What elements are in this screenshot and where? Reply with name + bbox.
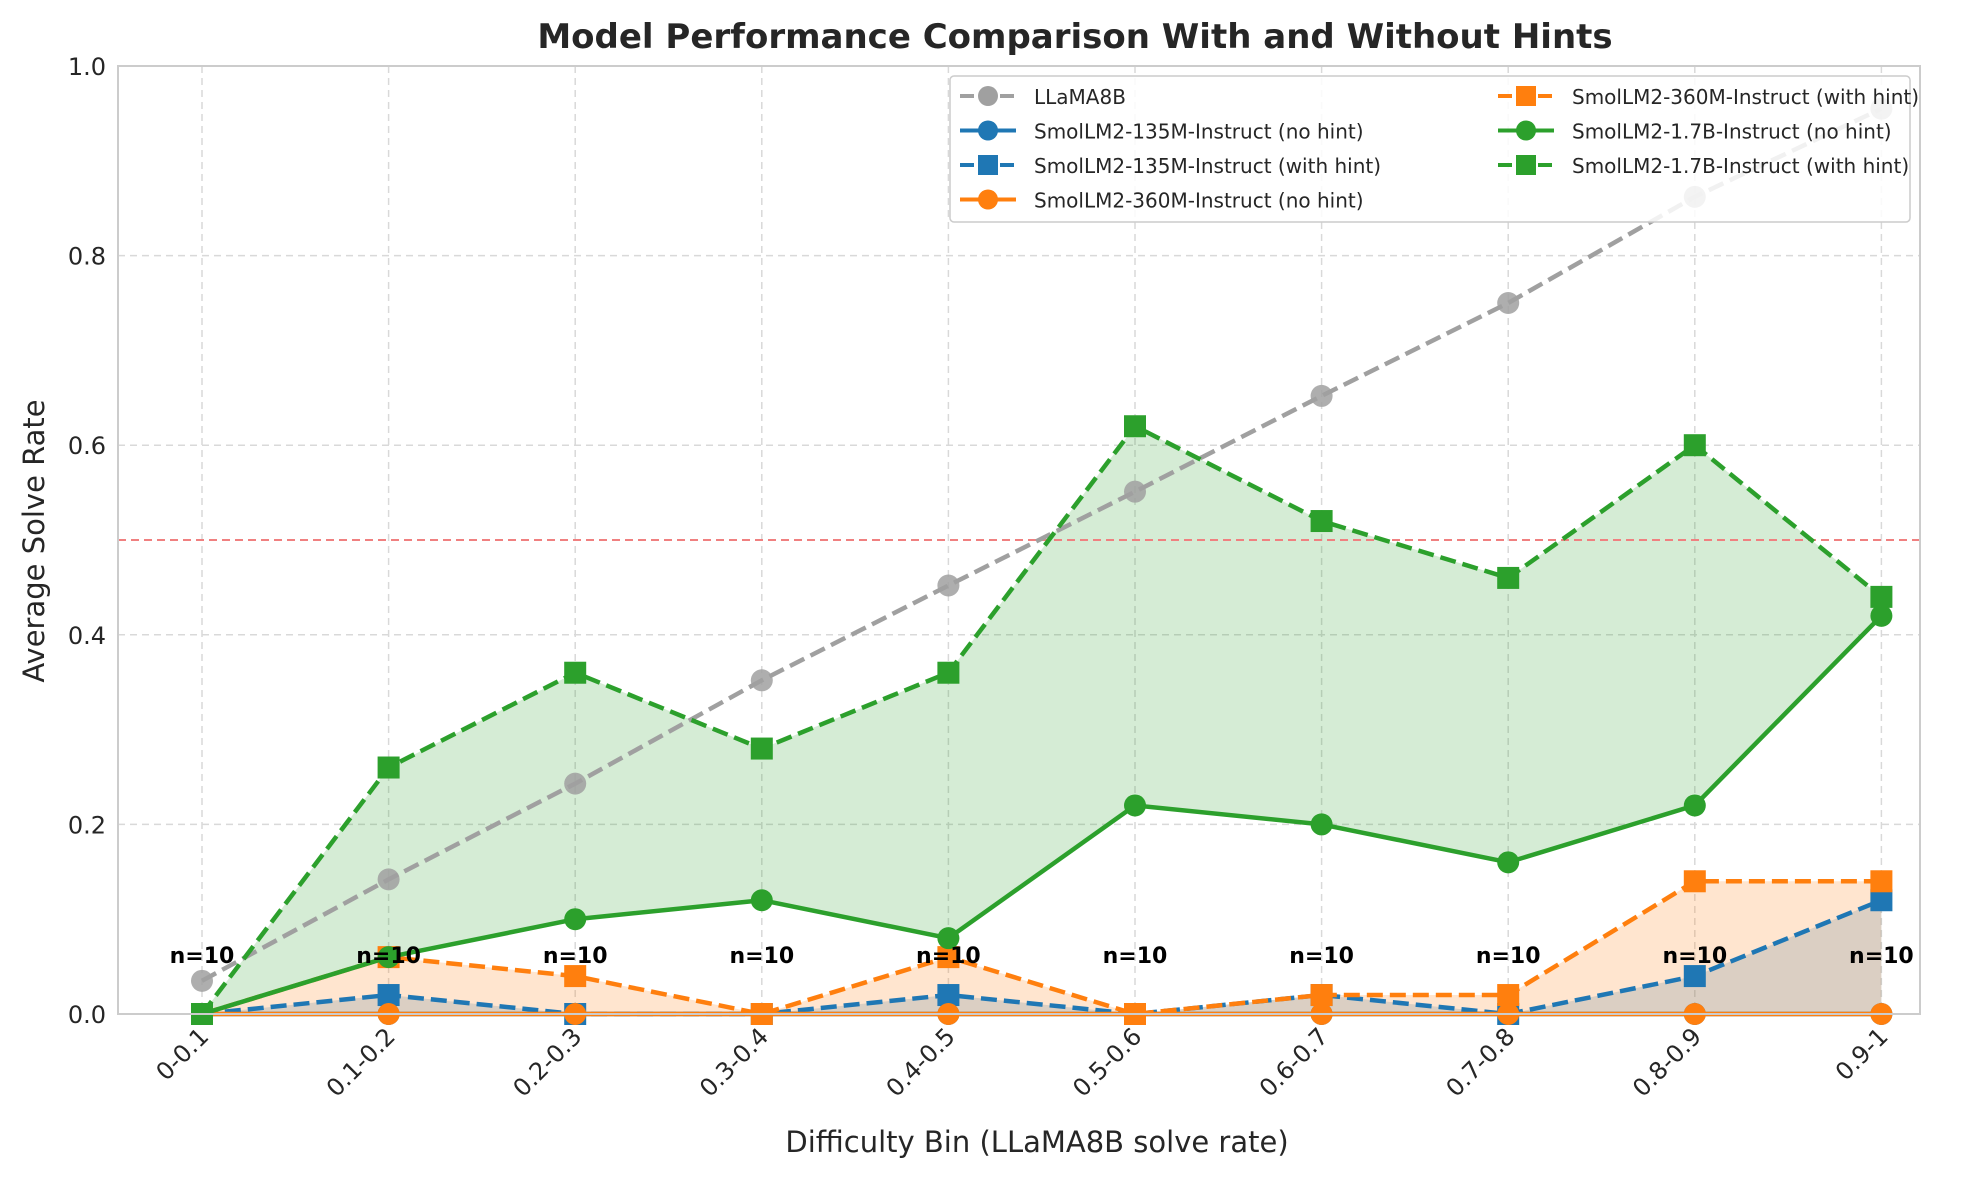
data-point: [937, 927, 960, 950]
y-tick-label: 0.8: [68, 243, 106, 271]
series-group: [191, 97, 1893, 992]
series-group: [191, 415, 1893, 1025]
data-point: [1497, 566, 1520, 589]
legend-box: [949, 75, 1911, 223]
data-point: [937, 661, 960, 684]
data-point: [1683, 434, 1706, 457]
data-point: [1124, 794, 1146, 817]
legend-label: SmolLM2-1.7B-Instruct (with hint): [1572, 154, 1909, 178]
legend-marker: [1516, 86, 1536, 106]
data-point: [1870, 604, 1893, 627]
data-point: [1497, 292, 1520, 314]
data-point: [1497, 984, 1520, 1007]
y-tick-label: 1.0: [68, 53, 106, 81]
data-point: [377, 984, 400, 1007]
y-tick-label: 0.6: [68, 432, 106, 460]
sample-count-label: n=10: [543, 944, 608, 969]
sample-count-label: n=10: [1103, 944, 1168, 969]
legend-marker: [978, 189, 998, 210]
legend-label: LLaMA8B: [1034, 85, 1126, 109]
data-point: [750, 669, 773, 692]
legend-marker: [978, 120, 998, 141]
sample-count-label: n=10: [1289, 944, 1354, 969]
sample-count-label: n=10: [1849, 944, 1914, 969]
data-point: [377, 868, 400, 891]
data-point: [1124, 480, 1146, 503]
data-point: [1683, 870, 1706, 893]
legend-item: SmolLM2-135M-Instruct (with hint): [960, 154, 1381, 178]
data-point: [377, 756, 400, 779]
data-point: [750, 889, 773, 912]
series-line: [200, 106, 1883, 983]
data-point: [1310, 384, 1333, 407]
y-axis-label: Average Solve Rate: [17, 399, 51, 682]
sample-count-label: n=10: [170, 944, 235, 969]
legend-marker: [978, 86, 998, 106]
series-line: [200, 423, 1883, 1016]
sample-count-label: n=10: [729, 944, 794, 969]
data-point: [1683, 794, 1706, 817]
data-point: [1310, 510, 1333, 533]
data-point: [1870, 585, 1893, 608]
data-point: [937, 574, 960, 597]
y-tick-label: 0.4: [68, 622, 106, 650]
fill-area: [202, 426, 1882, 1014]
data-point: [1124, 415, 1146, 438]
legend-label: SmolLM2-1.7B-Instruct (no hint): [1572, 120, 1892, 144]
data-point: [564, 772, 587, 795]
data-point: [1870, 870, 1893, 893]
data-point: [937, 984, 960, 1007]
data-point: [1497, 851, 1520, 874]
data-point: [1310, 984, 1333, 1007]
fill-area: [202, 900, 1882, 1014]
legend-item: SmolLM2-1.7B-Instruct (with hint): [1498, 154, 1909, 178]
data-point: [937, 946, 960, 969]
sample-count-label: n=10: [356, 944, 421, 969]
y-tick-label: 0.2: [68, 811, 106, 839]
legend-marker: [978, 155, 998, 175]
data-point: [750, 737, 773, 760]
legend-label: SmolLM2-135M-Instruct (with hint): [1034, 154, 1381, 178]
series-line: [201, 879, 1882, 1017]
y-tick-label: 0.0: [68, 1001, 106, 1029]
legend-marker: [1516, 155, 1536, 175]
legend-label: SmolLM2-360M-Instruct (no hint): [1034, 189, 1364, 213]
chart-title: Model Performance Comparison With and Wi…: [537, 17, 1612, 57]
data-point: [191, 969, 213, 992]
data-point: [377, 946, 400, 969]
x-axis-label: Difficulty Bin (LLaMA8B solve rate): [785, 1125, 1288, 1159]
legend-label: SmolLM2-135M-Instruct (no hint): [1034, 120, 1364, 144]
series-line: [201, 614, 1884, 1017]
data-point: [564, 908, 587, 931]
data-point: [1870, 889, 1893, 912]
legend-item: SmolLM2-360M-Instruct (with hint): [1498, 85, 1919, 109]
legend-item: SmolLM2-360M-Instruct (no hint): [960, 189, 1364, 213]
data-point: [1683, 965, 1706, 988]
sample-count-labels: n=10 n=10 n=10 n=10 n=10 n=10 n=10 n=10 n=10 n=10: [170, 944, 1914, 969]
plot-frame: [117, 65, 1921, 1015]
legend-item: SmolLM2-1.7B-Instruct (no hint): [1498, 120, 1892, 144]
sample-count-label: n=10: [1662, 944, 1727, 969]
legend-label: SmolLM2-360M-Instruct (with hint): [1572, 85, 1919, 109]
legend: LLaMA8B SmolLM2-135M-Instruct (no hint) Sm…: [949, 75, 1919, 223]
sample-count-label: n=10: [1476, 944, 1541, 969]
data-point: [564, 661, 587, 684]
legend-marker: [1516, 120, 1536, 141]
series-line: [201, 898, 1883, 1017]
data-point: [564, 965, 587, 988]
data-point: [1310, 813, 1333, 836]
legend-item: LLaMA8B: [960, 85, 1126, 109]
legend-item: SmolLM2-135M-Instruct (no hint): [960, 120, 1364, 144]
sample-count-label: n=10: [916, 944, 981, 969]
